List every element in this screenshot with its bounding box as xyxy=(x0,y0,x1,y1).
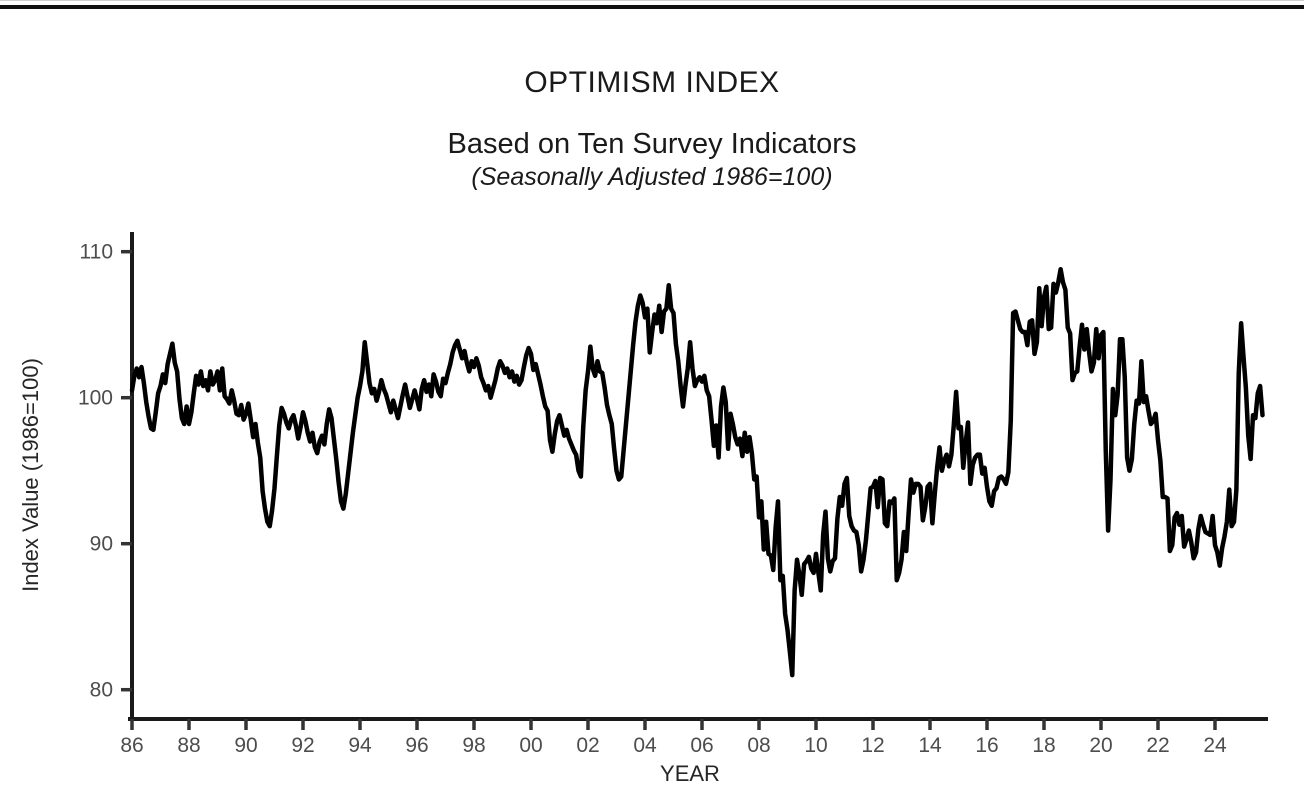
x-axis-tick-label: 24 xyxy=(1203,734,1227,757)
x-axis-tick-label: 22 xyxy=(1146,734,1169,757)
optimism-index-series-line xyxy=(129,266,1265,678)
y-axis-tick-label: 110 xyxy=(80,241,113,264)
x-axis-tick-label: 88 xyxy=(177,734,200,757)
x-axis-tick-label: 96 xyxy=(405,734,428,757)
chart-subtitle-adjustment-note: (Seasonally Adjusted 1986=100) xyxy=(471,163,833,191)
x-axis-tick-label: 04 xyxy=(633,734,657,757)
x-axis-tick-label: 00 xyxy=(519,734,542,757)
x-axis-tick-label: 12 xyxy=(861,734,884,757)
x-axis-tick-label: 20 xyxy=(1089,734,1112,757)
x-axis-tick-label: 94 xyxy=(348,734,372,757)
chart-subtitle: Based on Ten Survey Indicators xyxy=(447,128,857,160)
x-axis-tick-label: 10 xyxy=(804,734,827,757)
y-axis-tick-label: 90 xyxy=(90,533,113,556)
y-axis-tick-label: 100 xyxy=(78,387,113,410)
x-axis-tick-label: 06 xyxy=(690,734,713,757)
x-axis-tick-label: 18 xyxy=(1032,734,1055,757)
x-axis-tick-label: 86 xyxy=(120,734,143,757)
x-axis-tick-label: 16 xyxy=(975,734,998,757)
x-axis-tick-label: 98 xyxy=(462,734,485,757)
top-divider-rule xyxy=(0,5,1304,9)
x-axis-tick-label: 92 xyxy=(291,734,314,757)
y-axis-title: Index Value (1986=100) xyxy=(18,358,43,592)
x-axis-tick-label: 08 xyxy=(747,734,770,757)
x-axis-tick-label: 14 xyxy=(918,734,942,757)
chart-title: OPTIMISM INDEX xyxy=(524,66,780,99)
y-axis-tick-label: 80 xyxy=(90,679,113,702)
x-axis-title: YEAR xyxy=(660,761,720,786)
x-axis-tick-label: 90 xyxy=(234,734,257,757)
x-axis-tick-label: 02 xyxy=(576,734,599,757)
top-hairline xyxy=(0,0,1304,1)
